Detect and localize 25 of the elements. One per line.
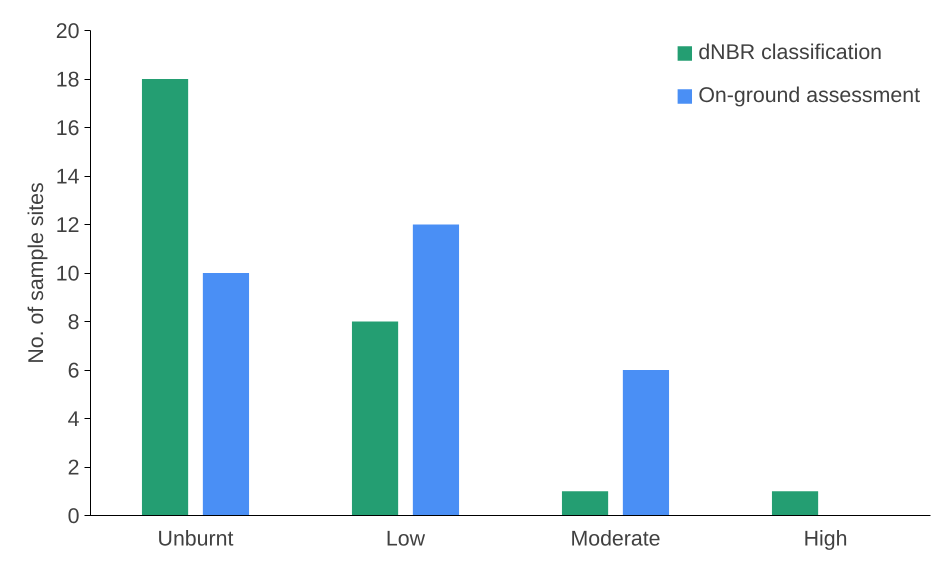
bar: [562, 491, 608, 516]
y-tick-label: 20: [56, 19, 80, 43]
bar: [412, 224, 460, 516]
x-tick-label: High: [804, 526, 848, 550]
bar: [352, 322, 398, 516]
x-tick-label: Unburnt: [158, 526, 234, 550]
legend-label: dNBR classification: [698, 40, 882, 65]
y-tick-label: 6: [68, 358, 80, 382]
y-tick-label: 18: [56, 68, 80, 92]
y-tick-label: 2: [68, 456, 80, 480]
y-tick-label: 0: [68, 504, 80, 528]
bar: [202, 273, 250, 516]
bar: [772, 491, 818, 516]
bar: [622, 370, 670, 516]
y-tick-label: 10: [56, 262, 80, 286]
legend-label: On-ground assessment: [698, 83, 920, 108]
y-tick-label: 14: [56, 164, 80, 188]
y-tick-label: 12: [56, 213, 80, 237]
y-tick-label: 8: [68, 310, 80, 334]
y-tick-label: 4: [68, 407, 80, 431]
bar: [142, 79, 188, 516]
y-tick-label: 16: [56, 116, 80, 140]
x-tick-label: Moderate: [570, 526, 661, 550]
y-axis-title: No. of sample sites: [24, 182, 48, 364]
x-tick-label: Low: [386, 526, 426, 550]
